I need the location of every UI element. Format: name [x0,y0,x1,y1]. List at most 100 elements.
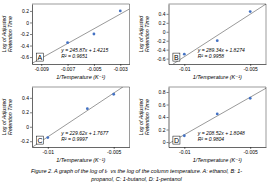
x-tick-label: -0.003 [114,66,128,72]
y-tick-label: 0 [163,139,166,145]
panel-label-box [173,53,180,61]
x-tick-label: -0.007 [61,66,75,72]
y-tick-mark [30,57,32,58]
panel-label-box [36,53,43,61]
frame-right [129,4,130,64]
y-axis-title: Log of AdjustedRetention Time [138,15,150,53]
x-tick-label: -0.005 [244,66,258,72]
x-tick: -0.01 [43,147,55,155]
frame-top [32,87,130,88]
y-tick-label: -0.4 [20,43,29,49]
panel-label: C [36,136,43,144]
panel-label-box [173,136,180,144]
panel: -0.01 -0.005 -0.6 -0.4 -0.2 0 0.2 0.4 1/Temperat… [138,4,267,80]
x-axis-title: 1/Temperature (K⁻¹) [56,74,105,80]
y-axis-line [32,88,33,148]
y-tick: 0.6 [159,102,169,108]
x-tick: -0.005 [244,64,258,72]
y-tick-label: -0.6 [157,56,166,62]
y-tick: 0.4 [22,95,32,101]
y-axis: -0.6-0.4-0.200.2 [20,5,32,65]
x-tick-label: -0.005 [87,66,101,72]
fit-line [173,4,266,64]
y-tick: 0 [163,29,169,35]
y-tick-mark [167,130,169,131]
x-tick-label: -0.009 [35,66,49,72]
y-tick: 0.4 [159,114,169,120]
annotation: R² = 0.9997 [61,136,87,142]
annotation: R² = 0.9804 [198,136,224,142]
frame-top [32,4,130,5]
plot-marks [173,4,266,64]
annotation: y = 245.87x + 1.4215 [60,47,108,53]
y-tick-label: 0 [26,20,29,26]
x-tick-label: -0.005 [107,149,121,155]
y-tick: -0.2 [20,31,32,37]
panel-title: C [37,137,42,144]
x-tick-label: -0.01 [179,149,191,155]
caption-line: propanol, C: 1-butanol, D: 1-pentanol [90,176,182,182]
y-tick-mark [167,50,169,51]
frame-top [169,4,267,5]
annotation: y = 229.62x + 1.7677 [60,130,108,136]
y-tick: -0.4 [157,47,169,53]
point [112,93,115,96]
y-tick-mark [167,92,169,93]
x-axis: -0.01 -0.005 [169,147,267,155]
point [216,39,219,42]
frame-top [169,87,267,88]
y-tick-label: 0.4 [159,11,166,17]
y-axis: 00.20.40.60.8 [159,88,169,148]
panel: -0.01-0.005-0.200.20.41/Temperature (K⁻¹… [1,87,130,163]
y-tick-label: 0.4 [159,114,166,120]
frame-right [266,4,267,64]
y-tick-label: 0.2 [22,109,29,115]
point [66,41,69,44]
x-axis: -0.01 -0.005 [33,147,131,155]
y-tick-mark [30,11,32,12]
x-tick: -0.005 [87,64,101,72]
fit-line [169,88,267,144]
x-axis-title: 1/Temperature (K⁻¹) [56,157,105,163]
y-tick-mark [30,112,32,113]
y-tick: -0.6 [157,56,169,62]
y-tick: 0.2 [159,127,169,133]
y-tick: 0 [26,124,32,130]
y-tick-mark [167,142,169,143]
x-tick-label: -0.01 [43,149,55,155]
point [183,53,186,56]
x-tick-label: -0.005 [244,149,258,155]
y-tick-mark [30,46,32,47]
plot-marks [32,9,130,63]
point [119,10,122,13]
panel-label: B [173,53,180,61]
y-axis: -0.200.20.4 [20,88,32,148]
y-tick-label: -0.4 [157,47,166,53]
y-tick-label: -0.2 [157,38,166,44]
panel-title: D [174,137,179,144]
y-tick-label: 0.4 [22,95,29,101]
x-axis-title: 1/Temperature (K⁻¹) [193,157,242,163]
x-axis: -0.009 -0.007 -0.005 -0.003 [33,64,131,72]
y-tick: 0.2 [22,109,32,115]
point [183,134,186,137]
y-tick-mark [30,141,32,142]
panel-label: D [173,136,180,144]
y-tick: -0.2 [157,38,169,44]
y-tick: 0.2 [159,20,169,26]
x-axis-title: 1/Temperature (K⁻¹) [193,74,242,80]
x-tick: -0.003 [114,64,128,72]
y-tick-mark [30,34,32,35]
x-tick: -0.01 [179,64,191,72]
panel: -0.01-0.00500.20.40.60.81/Temperature (K… [138,87,267,163]
point [249,10,252,13]
y-tick-mark [30,98,32,99]
y-tick: 0.4 [159,11,169,17]
y-axis-title-line: Retention Time [144,99,150,135]
y-tick-mark [167,117,169,118]
fit-line [32,9,130,63]
annotation: R² = 0.9958 [198,53,224,59]
plot-marks [33,87,123,147]
y-tick-mark [167,41,169,42]
annotation: y = 208.52x + 1.8048 [197,130,245,136]
